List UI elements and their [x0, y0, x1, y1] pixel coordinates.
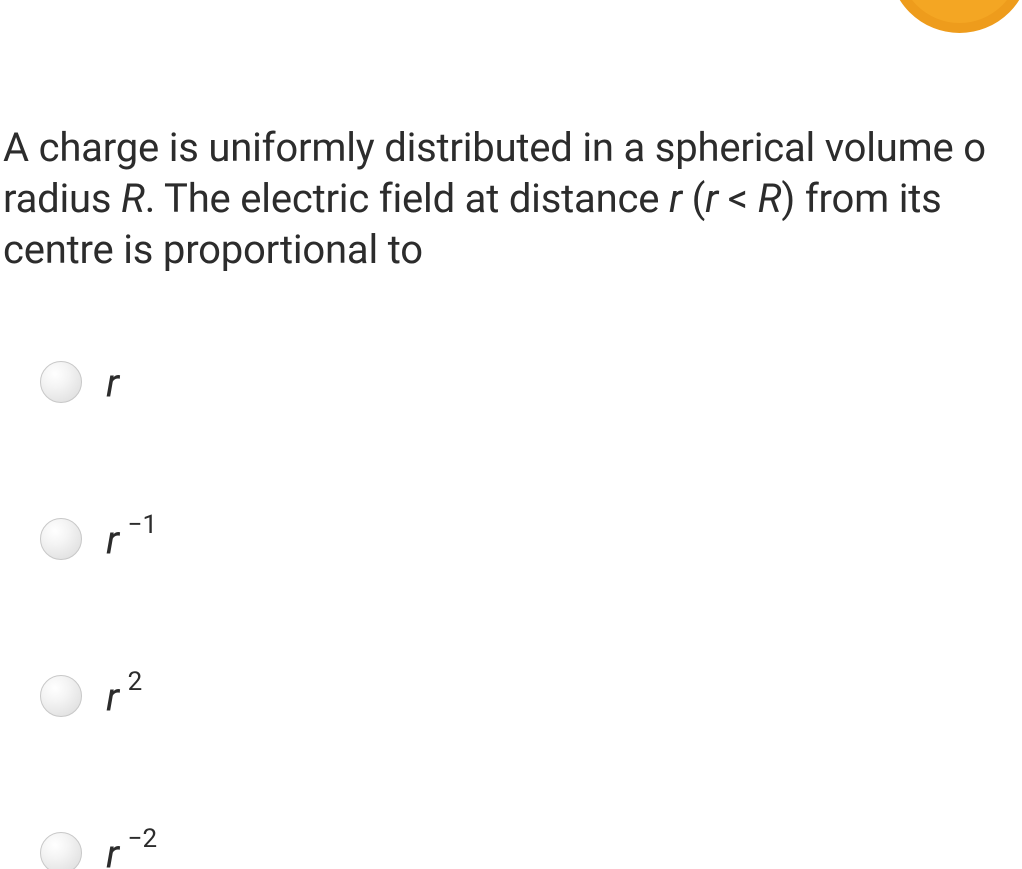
radio-icon	[40, 361, 82, 403]
option-3-label: r 2	[106, 675, 140, 717]
q-var-R: R	[121, 175, 145, 222]
option-1-label: r	[106, 361, 119, 403]
q-var-R2: R	[758, 175, 782, 222]
q-line2a: radius	[3, 175, 121, 222]
q-line3: centre is proportional to	[3, 226, 423, 273]
badge-circle	[877, 0, 1022, 45]
q-var-r: r	[669, 175, 682, 222]
option-2-label: r −1	[106, 518, 155, 560]
option-4[interactable]: r −2	[40, 831, 155, 869]
radio-icon	[40, 832, 82, 869]
radio-icon	[40, 518, 82, 560]
radio-icon	[40, 675, 82, 717]
opt1-base: r	[106, 359, 119, 406]
question-text: A charge is uniformly distributed in a s…	[3, 123, 1022, 275]
option-4-label: r −2	[106, 832, 155, 869]
opt4-base: r	[106, 830, 119, 869]
option-1[interactable]: r	[40, 360, 155, 404]
options-group: r r −1 r 2 r −2	[40, 360, 155, 869]
opt3-base: r	[106, 673, 119, 720]
q-paren-open: (	[682, 175, 705, 222]
q-line2b: . The electric field at distance	[145, 175, 669, 222]
opt4-exp: −2	[121, 824, 157, 854]
q-line2d: ) from its	[781, 175, 941, 222]
option-3[interactable]: r 2	[40, 674, 155, 718]
q-lt: <	[718, 175, 758, 222]
opt3-exp: 2	[121, 667, 142, 697]
q-var-r2: r	[705, 175, 718, 222]
opt2-base: r	[106, 516, 119, 563]
opt2-exp: −1	[121, 510, 157, 540]
option-2[interactable]: r −1	[40, 517, 155, 561]
q-line1: A charge is uniformly distributed in a s…	[3, 124, 986, 171]
